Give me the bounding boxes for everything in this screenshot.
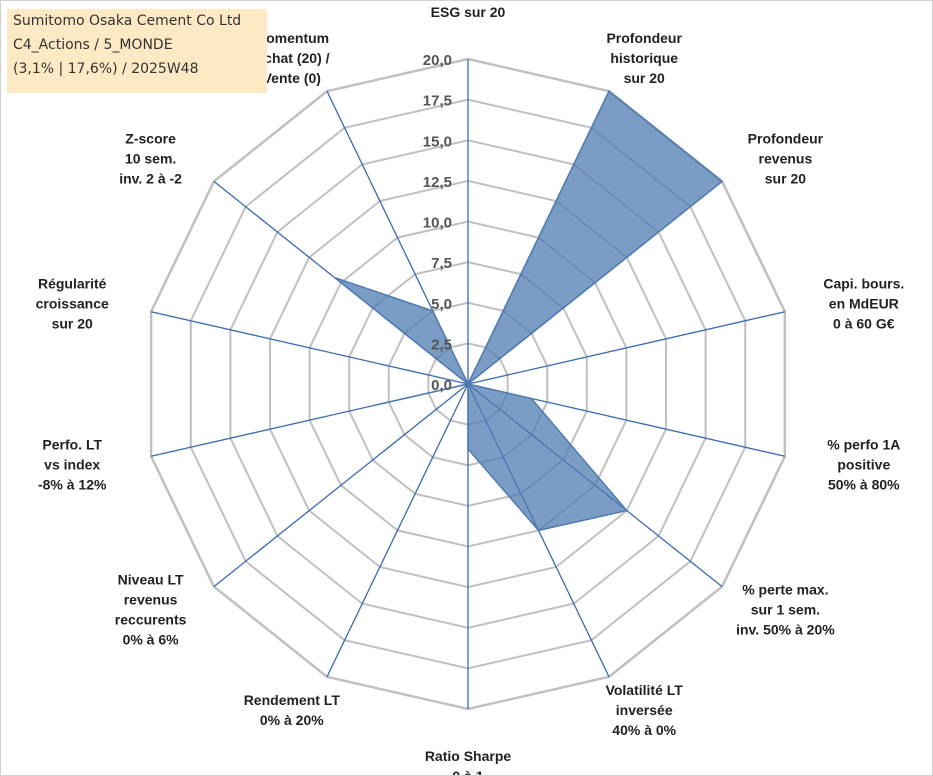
axis-label-line: Achat (20) / — [254, 50, 330, 66]
axis-label-line: 40% à 0% — [612, 722, 676, 738]
axis-label-line: sur 20 — [624, 70, 665, 86]
axis-label-line: 0 à 1 — [452, 768, 483, 775]
axis-label-volatilite-lt: Volatilité LT inversée 40% à 0% — [606, 682, 684, 738]
axis-label-line: 0 à 60 G€ — [833, 315, 895, 331]
axis-label-line: Profondeur — [606, 30, 682, 46]
axis-label-line: inv. 50% à 20% — [736, 622, 835, 638]
axis-label-line: 10 sem. — [125, 150, 176, 166]
radar-series — [334, 90, 724, 532]
portfolio-name: C4_Actions / 5_MONDE — [13, 37, 173, 53]
portfolio-params: (3,1% | 17,6%) / 2025W48 — [13, 61, 199, 77]
spoke-rendement-lt — [326, 383, 469, 678]
axis-label-line: Régularité — [38, 275, 107, 291]
axis-label-line: 0% à 20% — [260, 712, 324, 728]
radar-axis-labels: NoteESG sur 20 Profondeur historique sur 20… — [36, 1, 905, 775]
axis-label-line: ESG sur 20 — [431, 4, 506, 20]
axis-label-line: 0% à 6% — [123, 632, 180, 648]
series-area — [334, 90, 724, 532]
axis-label-z-score: Z-score 10 sem. inv. 2 à -2 — [119, 130, 182, 186]
axis-label-line: % perfo 1A — [827, 437, 900, 453]
axis-label-line: % perte max. — [742, 582, 828, 598]
axis-label-line: sur 1 sem. — [751, 602, 820, 618]
axis-label-profondeur-revenus: Profondeur revenus sur 20 — [748, 130, 824, 186]
axis-label-perte-max: % perte max. sur 1 sem. inv. 50% à 20% — [736, 582, 835, 638]
spoke-capi-bours — [467, 311, 786, 385]
spoke-regularite-croissance — [150, 311, 469, 385]
axis-label-line: reccurents — [115, 612, 187, 628]
axis-label-line: Volatilité LT — [606, 682, 684, 698]
axis-label-note-esg: NoteESG sur 20 — [431, 1, 506, 20]
axis-label-line: revenus — [124, 592, 178, 608]
axis-label-momentum: Momentum Achat (20) / Vente (0) — [254, 30, 330, 86]
axis-label-line: Capi. bours. — [823, 275, 904, 291]
axis-label-regularite-croissance: Régularité croissance sur 20 — [36, 275, 109, 331]
axis-label-rendement-lt: Rendement LT 0% à 20% — [244, 692, 341, 728]
axis-label-line: inversée — [616, 702, 673, 718]
axis-label-line: Vente (0) — [263, 70, 321, 86]
spoke-niveau-lt-revenus — [213, 383, 469, 588]
tick-label: 2,5 — [431, 336, 452, 353]
tick-label: 15,0 — [423, 133, 452, 150]
axis-label-line: Ratio Sharpe — [425, 748, 512, 764]
radar-tick-labels: 0,0 2,5 5,0 7,5 10,0 12,5 15,0 17,5 20,0 — [423, 52, 452, 394]
axis-label-line: historique — [610, 50, 678, 66]
axis-label-niveau-lt-revenus: Niveau LT revenus reccurents 0% à 6% — [115, 572, 187, 648]
tick-label: 7,5 — [431, 255, 452, 272]
axis-label-line: inv. 2 à -2 — [119, 170, 182, 186]
axis-label-line: Rendement LT — [244, 692, 341, 708]
axis-label-line: croissance — [36, 295, 109, 311]
company-name: Sumitomo Osaka Cement Co Ltd — [13, 13, 242, 29]
axis-label-line: Niveau LT — [118, 572, 184, 588]
tick-label: 20,0 — [423, 52, 452, 69]
axis-label-line: Z-score — [125, 130, 176, 146]
axis-label-capi-bours: Capi. bours. en MdEUR 0 à 60 G€ — [823, 275, 904, 331]
tick-label: 17,5 — [423, 93, 452, 110]
tick-label: 12,5 — [423, 174, 452, 191]
axis-label-line: -8% à 12% — [38, 477, 107, 493]
tick-label: 0,0 — [431, 377, 452, 394]
title-box: Sumitomo Osaka Cement Co Ltd C4_Actions … — [7, 9, 267, 93]
axis-label-line: sur 20 — [765, 170, 806, 186]
axis-label-line: vs index — [44, 457, 100, 473]
axis-label-line: en MdEUR — [829, 295, 899, 311]
axis-label-line: revenus — [759, 150, 813, 166]
tick-label: 5,0 — [431, 296, 452, 313]
axis-label-line: Profondeur — [748, 130, 824, 146]
axis-label-line: Momentum — [254, 30, 329, 46]
axis-label-line: Perfo. LT — [42, 437, 102, 453]
axis-label-profondeur-historique: Profondeur historique sur 20 — [606, 30, 682, 86]
axis-label-ratio-sharpe: Ratio Sharpe 0 à 1 — [425, 748, 512, 775]
tick-label: 10,0 — [423, 215, 452, 232]
axis-label-perfo-1a: % perfo 1A positive 50% à 80% — [827, 437, 900, 493]
axis-label-line: positive — [837, 457, 890, 473]
axis-label-line: sur 20 — [52, 315, 93, 331]
axis-label-perfo-lt-index: Perfo. LT vs index -8% à 12% — [38, 437, 107, 493]
axis-label-line: 50% à 80% — [828, 477, 900, 493]
